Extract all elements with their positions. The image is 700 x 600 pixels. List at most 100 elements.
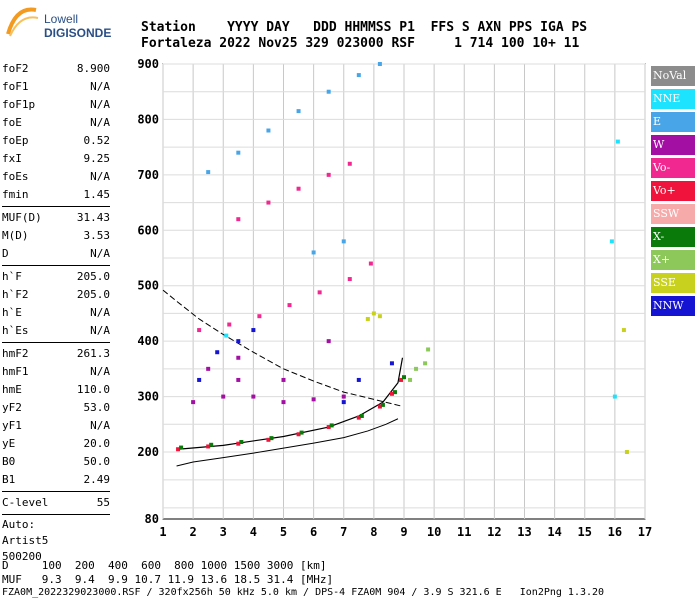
param-row: yF1 N/A [2,417,110,435]
echo-point [392,390,397,395]
param-row: B1 2.49 [2,471,110,489]
autoscaling-info: Auto: Artist5 500200 [2,517,110,565]
param-name: C-level [2,496,49,509]
param-row: hmE 110.0 [2,381,110,399]
param-group-profile: hmF2 261.3 hmF1 N/A hmE 110.0 yF2 53.0 yF1 N/A yE 2… [2,345,110,489]
param-row: foEs N/A [2,168,110,186]
echo-point [423,361,428,366]
echo-point [251,394,256,399]
param-row: h`F2 205.0 [2,286,110,304]
echo-point [341,394,346,399]
echo-point [326,172,331,177]
echo-point [296,432,301,437]
param-value: 50.0 [83,455,111,468]
param-name: foEs [2,170,29,183]
param-row: C-level 55 [2,494,110,512]
param-group-confidence: C-level 55 [2,494,110,512]
param-value: N/A [90,365,110,378]
chart-curves [162,289,404,467]
y-tick-label: 700 [137,168,159,182]
auto-label: Auto: [2,518,36,531]
param-row: h`Es N/A [2,322,110,340]
echo-point [197,328,202,333]
param-value: 2.49 [83,473,111,486]
autoscaled-trace [178,357,404,450]
x-tick-label: 6 [310,525,317,539]
param-row: foE N/A [2,114,110,132]
echo-point [296,186,301,191]
param-name: foEp [2,134,29,147]
auto-version: 500200 [2,550,42,563]
param-value: 0.52 [83,134,111,147]
x-tick-label: 17 [638,525,652,539]
chart-ticks: 1 2 3 4 5 6 7 8 9 10 11 12 13 14 15 16 17802003004005006… [137,57,652,539]
echo-point [239,440,244,445]
param-row: foEp 0.52 [2,132,110,150]
param-name: h`F [2,270,22,283]
echo-point [311,397,316,402]
y-tick-label: 80 [145,512,159,526]
param-row: fmin 1.45 [2,186,110,204]
param-name: fmin [2,188,29,201]
station-header-values: Fortaleza 2022 Nov25 329 023000 RSF 1 71… [141,36,580,51]
chart-grid [162,63,646,520]
echo-point [236,217,241,222]
param-value: N/A [90,170,110,183]
param-name: h`F2 [2,288,29,301]
electron-density-profile [176,418,399,467]
echo-point [236,339,241,344]
echo-point [356,377,361,382]
legend-item-x: X+ [651,250,695,270]
lowell-digisonde-logo: Lowell DIGISONDE [4,4,124,44]
legend-item-vo: Vo- [651,158,695,178]
echo-point [615,139,620,144]
x-tick-label: 14 [547,525,561,539]
legend-item-sse: SSE [651,273,695,293]
x-tick-label: 11 [457,525,471,539]
echo-point [329,423,334,428]
param-row: foF2 8.900 [2,60,110,78]
param-row: yE 20.0 [2,435,110,453]
echo-point [347,161,352,166]
param-group-muf: MUF(D) 31.43 M(D) 3.53 D N/A [2,209,110,263]
echo-point [377,62,382,66]
x-tick-label: 10 [427,525,441,539]
echo-point [389,391,394,396]
param-row: M(D) 3.53 [2,227,110,245]
echo-point [317,290,322,295]
param-name: yF1 [2,419,22,432]
echo-point [341,400,346,405]
echo-point [389,361,394,366]
param-value: 1.45 [83,188,111,201]
y-tick-label: 600 [137,223,159,237]
echo-point [206,170,211,175]
echo-point [287,303,292,308]
plot-frame [162,63,646,520]
echo-point [266,128,271,133]
parameters-panel: foF2 8.900 foF1 N/A foF1p N/A foE N/A foEp 0.52 fx… [2,60,110,565]
digisonde-logo-icon [6,7,39,37]
echo-point [224,333,229,338]
footer-file-info: FZA0M_2022329023000.RSF / 320fx256h 50 k… [2,587,605,598]
station-header-labels: Station YYYY DAY DDD HHMMSS P1 FFS S AXN… [141,20,588,35]
param-name: foF1 [2,80,29,93]
x-tick-label: 16 [608,525,622,539]
legend-item-vo: Vo+ [651,181,695,201]
auto-program: Artist5 [2,534,49,547]
echo-point [227,322,232,327]
param-row: MUF(D) 31.43 [2,209,110,227]
echo-point [414,366,419,371]
param-value: 31.43 [76,211,110,224]
echo-point [296,109,301,114]
echo-point [191,400,196,405]
echo-point [621,328,626,333]
param-value: 205.0 [76,270,110,283]
divider [2,265,110,266]
param-value: 9.25 [83,152,111,165]
param-row: h`E N/A [2,304,110,322]
divider [2,514,110,515]
legend-item-x: X- [651,227,695,247]
echo-point [266,437,271,442]
echo-point [609,239,614,244]
echo-point [341,239,346,244]
